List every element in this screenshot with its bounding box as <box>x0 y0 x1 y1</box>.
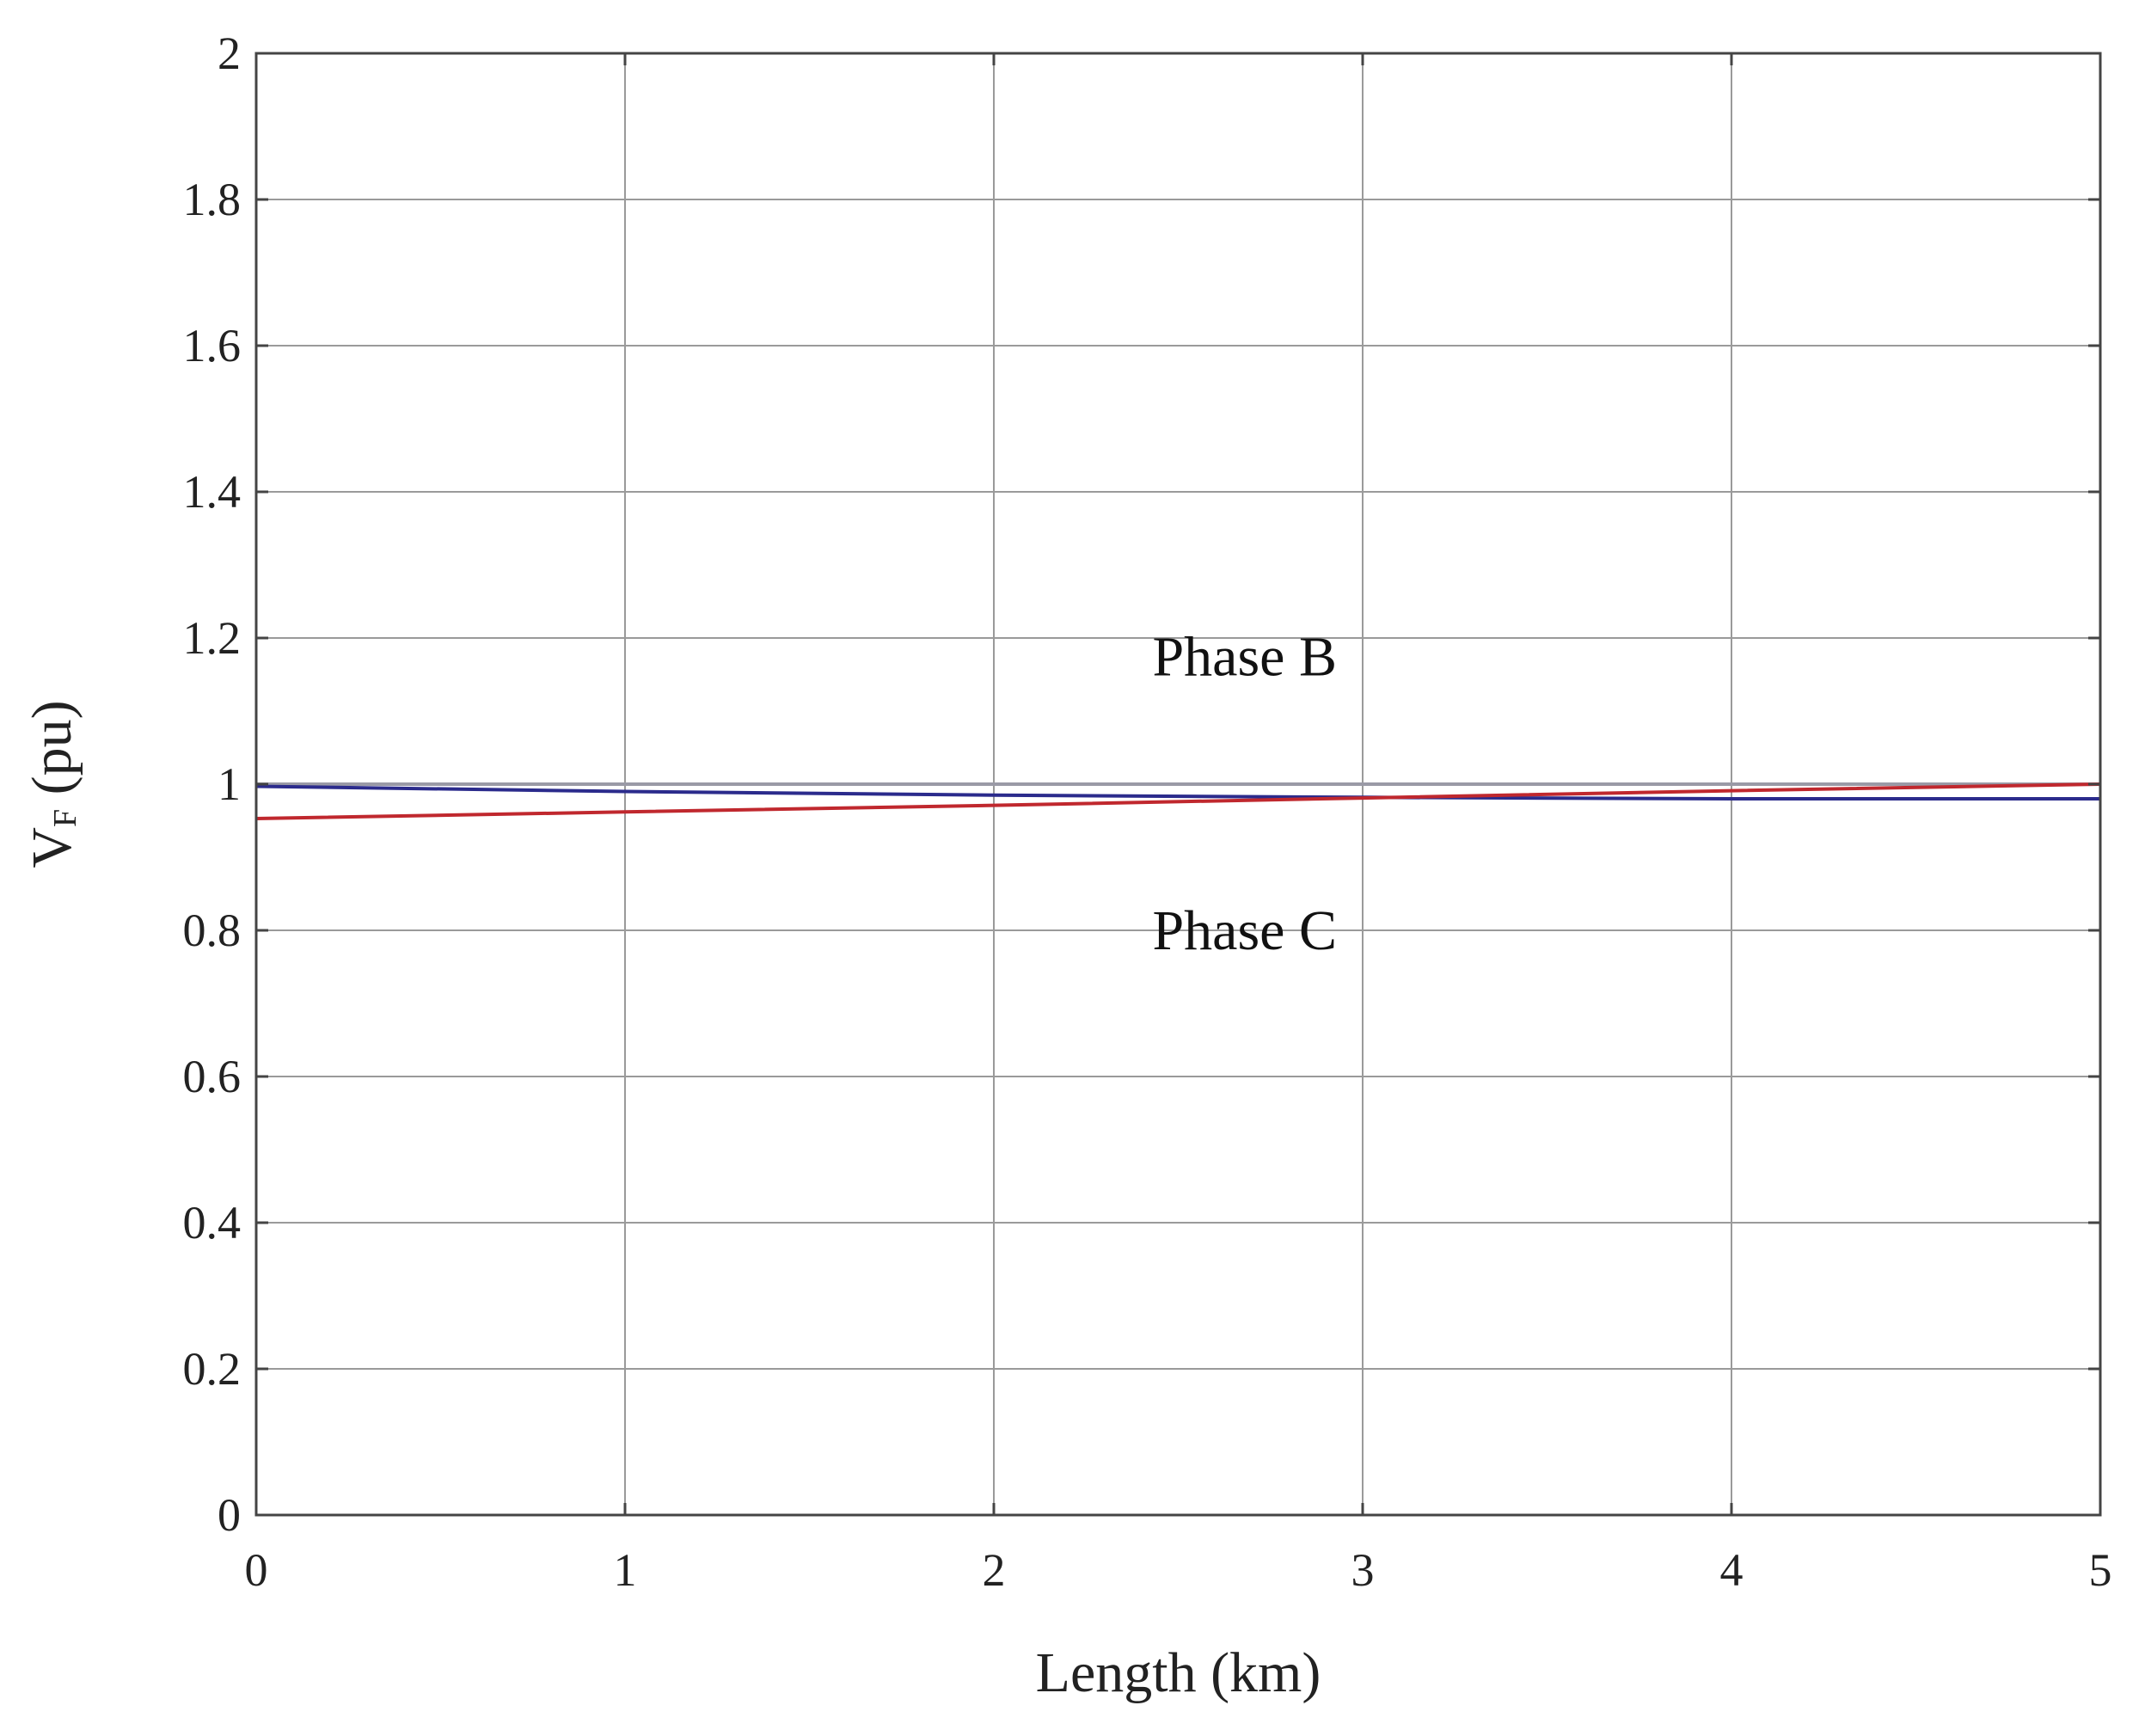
x-tick-label: 3 <box>1351 1544 1375 1596</box>
y-tick-label: 0.4 <box>183 1197 242 1248</box>
annotation-label: Phase C <box>1152 899 1337 962</box>
x-axis-label: Length (km) <box>1036 1641 1321 1704</box>
series-lines <box>255 782 2101 820</box>
y-tick-label: 2 <box>218 28 241 79</box>
y-axis-label: VF (pu) <box>21 700 83 868</box>
x-tick-label: 4 <box>1720 1544 1744 1596</box>
x-tick-label: 2 <box>983 1544 1006 1596</box>
y-tick-label: 0.8 <box>183 905 242 956</box>
x-tick-label: 5 <box>2089 1544 2112 1596</box>
y-tick-label: 1.6 <box>183 320 242 371</box>
y-tick-label: 0 <box>218 1489 241 1541</box>
x-tick-labels: 0 1 2 3 4 5 <box>245 1544 2112 1596</box>
y-tick-labels: 0 0.2 0.4 0.6 0.8 1 1.2 1.4 1.6 1.8 2 <box>183 28 242 1541</box>
y-tick-label: 0.6 <box>183 1051 242 1102</box>
y-tick-label: 1 <box>218 758 241 810</box>
series-line-2 <box>255 784 2100 801</box>
y-tick-label: 1.4 <box>183 466 242 518</box>
x-tick-label: 0 <box>245 1544 268 1596</box>
annotations: Phase B Phase C <box>1152 625 1337 962</box>
annotation-label: Phase B <box>1152 625 1337 688</box>
y-tick-label: 1.8 <box>183 174 242 225</box>
y-axis-label-unit: (pu) <box>21 700 83 808</box>
y-axis-label-main: V <box>21 827 83 868</box>
series-line-3 <box>255 782 2101 820</box>
y-axis-label-subscript: F <box>47 809 83 827</box>
tick-marks <box>254 52 2102 1517</box>
y-tick-label: 1.2 <box>183 612 242 664</box>
x-tick-label: 1 <box>614 1544 637 1596</box>
y-tick-label: 0.2 <box>183 1343 242 1395</box>
